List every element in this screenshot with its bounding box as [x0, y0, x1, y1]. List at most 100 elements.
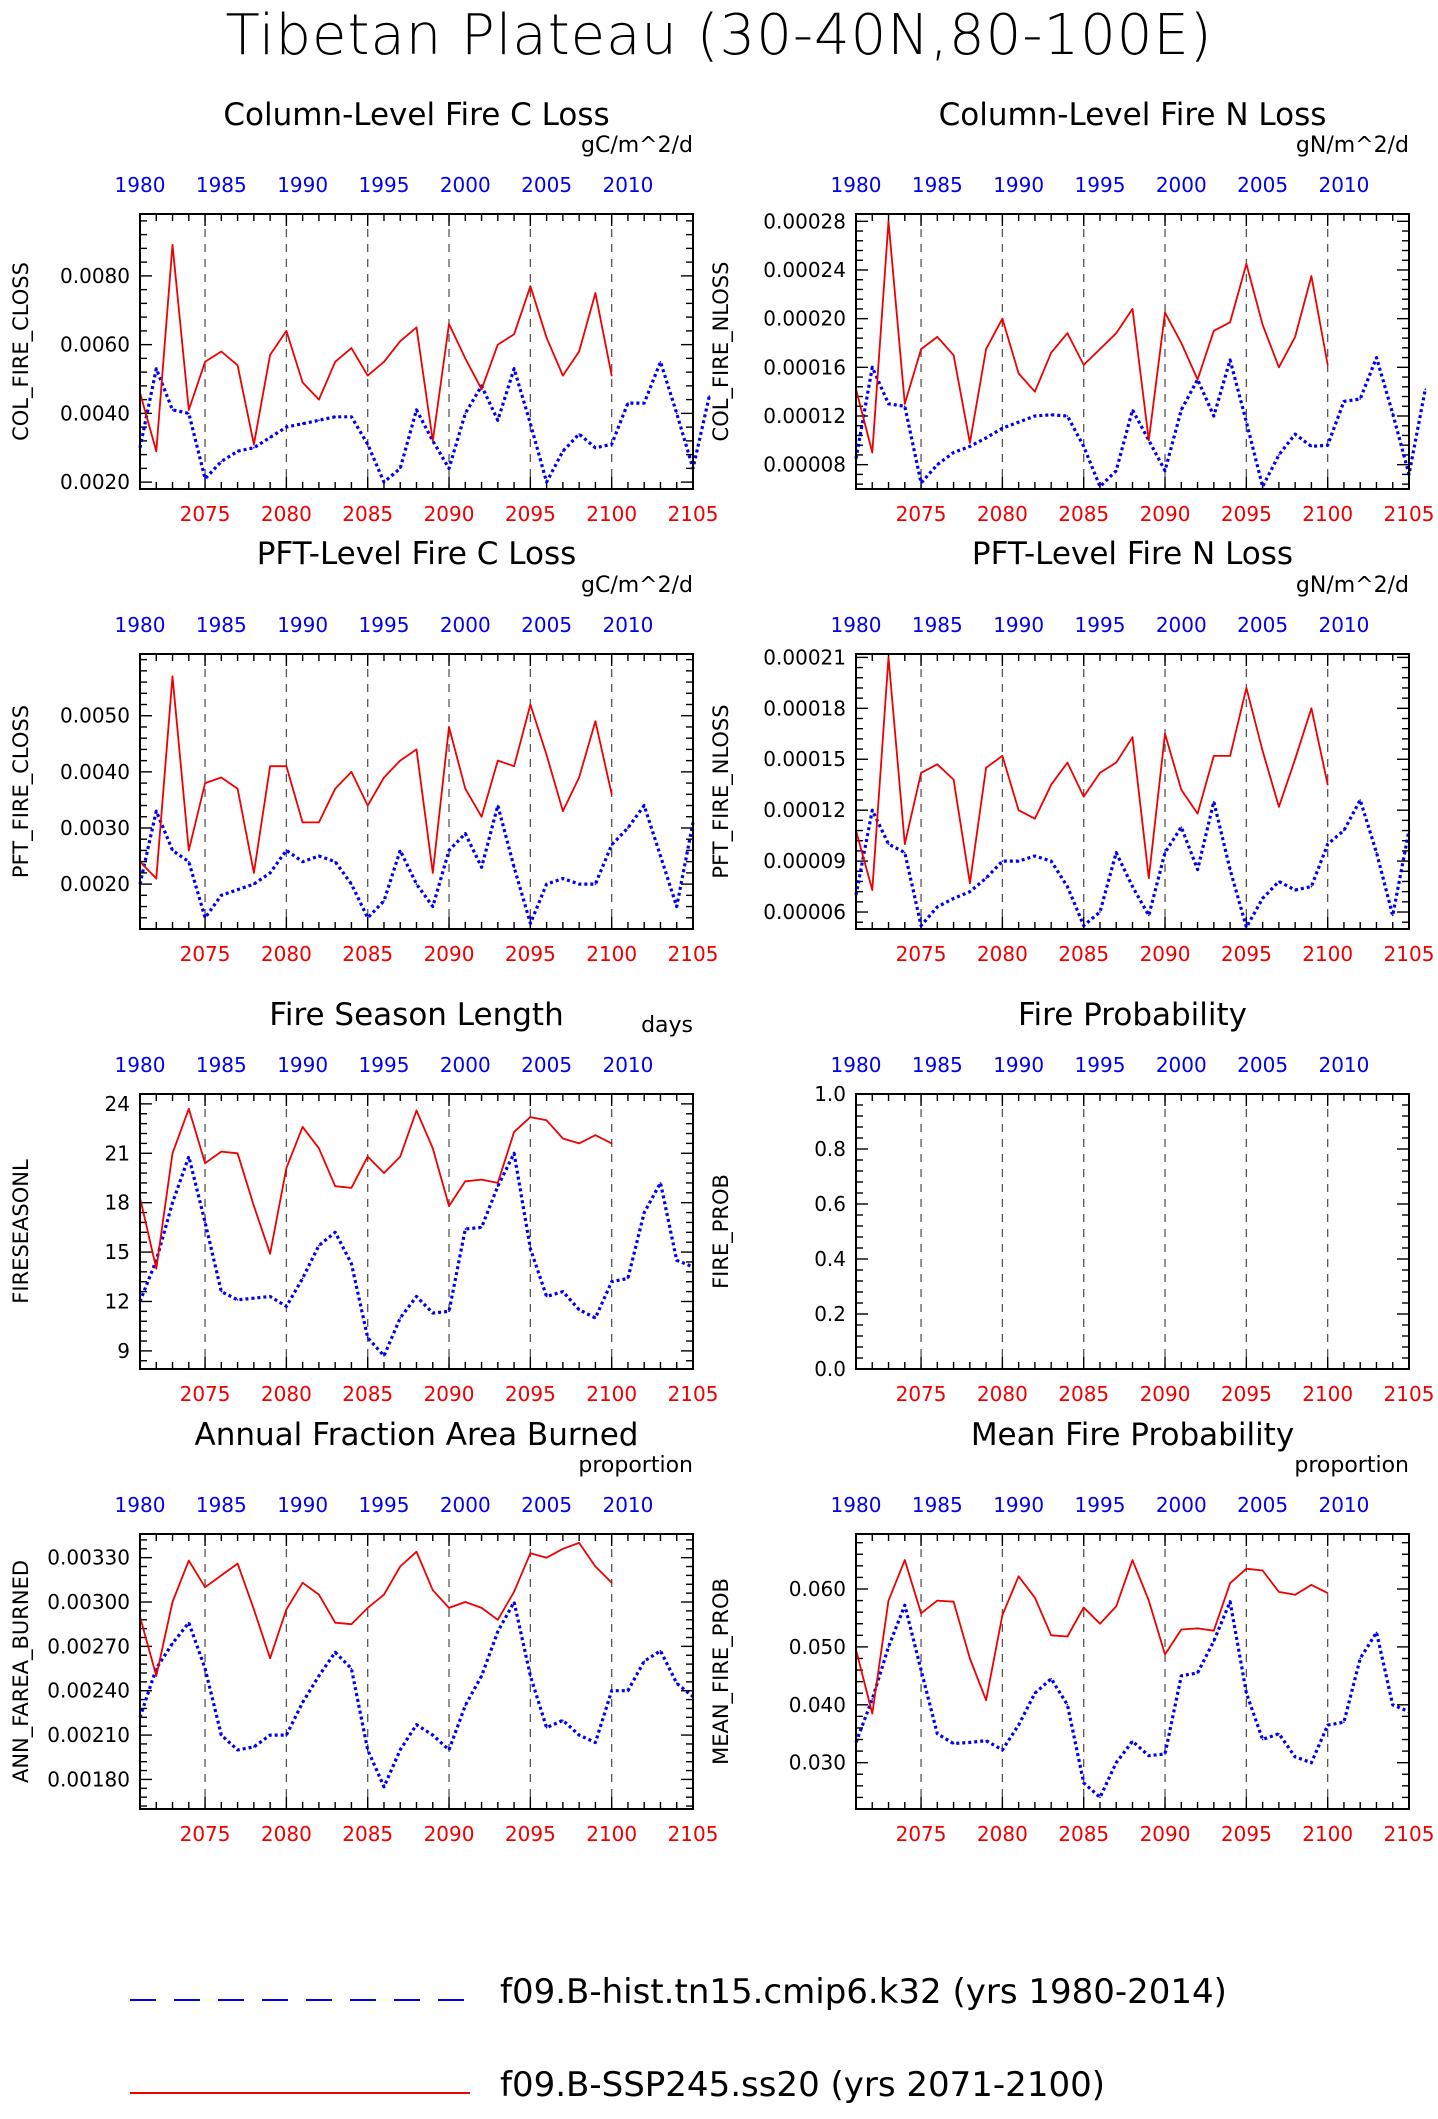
x-tick-label-top: 1985: [912, 613, 963, 637]
data-point-ssp: [887, 220, 890, 223]
data-point-ssp: [480, 1607, 483, 1609]
data-point-ssp: [1310, 707, 1313, 710]
data-point-ssp: [1164, 311, 1166, 314]
data-point-hist: [415, 883, 418, 885]
data-point-ssp: [1213, 1629, 1215, 1632]
y-tick-label: 0.0020: [60, 470, 130, 494]
data-point-hist: [1278, 880, 1280, 883]
y-tick-label: 0.00012: [763, 798, 846, 822]
data-point-hist: [285, 426, 288, 428]
x-tick-label-top: 1985: [196, 1053, 247, 1077]
data-point-ssp: [301, 821, 304, 824]
data-point-ssp: [529, 1116, 532, 1118]
x-tick-label-top: 1990: [277, 1053, 328, 1077]
data-point-hist: [1131, 409, 1134, 411]
series-line-ssp: [139, 675, 613, 880]
data-point-hist: [1294, 889, 1296, 891]
x-tick-label-top: 2000: [440, 1493, 491, 1517]
y-tick-label: 18: [105, 1191, 130, 1215]
x-tick-label: 2105: [1384, 1822, 1435, 1846]
data-point-hist: [236, 888, 239, 891]
data-point-hist: [269, 436, 271, 439]
page-title: Tibetan Plateau (30-40N,80-100E): [225, 3, 1213, 68]
data-point-ssp: [529, 703, 532, 706]
data-point-ssp: [187, 1108, 190, 1110]
data-point-ssp: [204, 361, 206, 363]
data-point-hist: [1213, 800, 1215, 803]
data-point-hist: [1278, 454, 1280, 456]
y-tick-label: 9: [117, 1339, 130, 1363]
x-tick-label: 2080: [977, 1822, 1028, 1846]
data-point-ssp: [480, 815, 483, 818]
data-point-ssp: [171, 1152, 174, 1155]
data-point-ssp: [285, 1167, 288, 1169]
data-point-hist: [1424, 388, 1427, 391]
data-point-ssp: [1326, 1592, 1329, 1594]
data-point-hist: [334, 1651, 336, 1654]
data-point-hist: [1375, 851, 1378, 854]
data-point-ssp: [1213, 755, 1215, 757]
data-point-hist: [1001, 860, 1004, 862]
data-point-ssp: [1001, 317, 1004, 320]
data-point-ssp: [529, 285, 532, 287]
x-tick-label-top: 1985: [912, 173, 963, 197]
data-point-hist: [1375, 1631, 1378, 1634]
series-line-hist: [854, 1600, 1410, 1800]
data-point-hist: [285, 1305, 288, 1308]
data-point-ssp: [301, 1126, 304, 1128]
data-point-ssp: [562, 374, 564, 377]
data-point-ssp: [903, 1559, 906, 1561]
data-point-hist: [253, 446, 255, 449]
data-point-ssp: [1326, 783, 1329, 786]
data-point-hist: [187, 1621, 190, 1624]
x-tick-label-top: 1980: [831, 613, 882, 637]
data-point-ssp: [1115, 1605, 1118, 1608]
x-tick-label: 2100: [586, 1822, 637, 1846]
data-point-ssp: [969, 1657, 971, 1660]
data-point-hist: [1017, 860, 1020, 862]
data-point-ssp: [1115, 332, 1118, 335]
data-point-hist: [1099, 911, 1101, 913]
data-point-hist: [578, 1734, 580, 1736]
data-point-ssp: [1099, 348, 1101, 350]
data-point-ssp: [1245, 263, 1248, 265]
x-tick-label-top: 2005: [521, 1493, 572, 1517]
data-point-ssp: [529, 1552, 532, 1555]
data-point-hist: [936, 463, 939, 466]
data-point-hist: [415, 1723, 418, 1726]
x-tick-label: 2075: [180, 1382, 231, 1406]
data-point-ssp: [350, 347, 353, 349]
x-tick-label-top: 1985: [196, 613, 247, 637]
data-point-hist: [969, 1741, 971, 1744]
data-point-ssp: [1196, 812, 1199, 815]
data-point-ssp: [415, 748, 418, 751]
data-point-ssp: [1147, 1599, 1150, 1602]
data-point-hist: [659, 1182, 662, 1184]
legend-swatch-ssp: [130, 2092, 470, 2094]
data-point-ssp: [1261, 749, 1264, 752]
x-tick-label: 2090: [424, 942, 475, 966]
data-point-ssp: [497, 1618, 499, 1621]
x-tick-label-top: 1985: [912, 1053, 963, 1077]
data-point-hist: [1310, 1761, 1313, 1764]
data-point-ssp: [497, 759, 499, 762]
data-point-hist: [1310, 885, 1313, 888]
x-tick-label-top: 1995: [359, 1493, 410, 1517]
data-point-hist: [936, 1732, 939, 1735]
data-point-ssp: [1034, 1596, 1036, 1599]
data-point-ssp: [318, 398, 320, 401]
plot-frame: [139, 1533, 694, 1810]
data-point-ssp: [155, 1267, 158, 1270]
data-point-hist: [920, 482, 922, 484]
data-point-hist: [1261, 897, 1264, 900]
data-point-ssp: [1229, 1582, 1231, 1585]
data-point-hist: [1066, 885, 1069, 888]
data-point-hist: [464, 1228, 467, 1230]
data-point-hist: [415, 1295, 418, 1298]
data-point-ssp: [1278, 366, 1280, 369]
y-tick-label: 0.4: [814, 1247, 846, 1271]
data-point-hist: [594, 446, 597, 449]
data-point-ssp: [1294, 336, 1296, 338]
